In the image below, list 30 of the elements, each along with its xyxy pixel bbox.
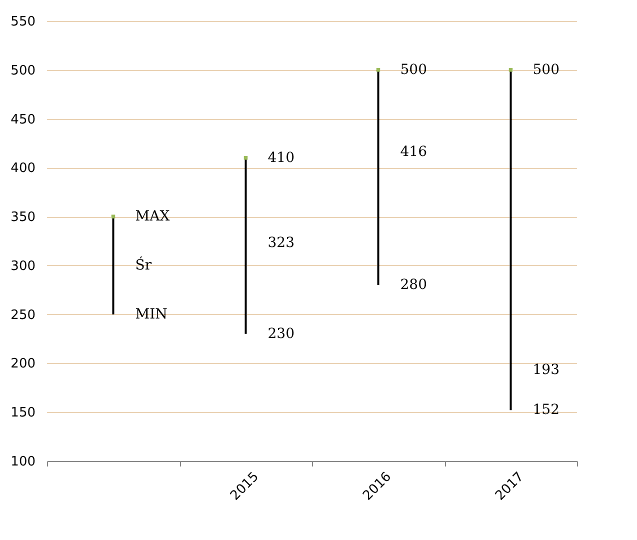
annotation: 323 <box>268 234 294 251</box>
annotation: MIN <box>135 306 168 322</box>
y-tick-label: 500 <box>10 63 36 78</box>
y-tick-label: 250 <box>10 308 36 323</box>
point <box>244 156 248 160</box>
point <box>508 68 513 72</box>
y-tick-label: 400 <box>10 161 36 176</box>
annotation: Śr <box>135 256 152 274</box>
annotation: 416 <box>400 144 428 160</box>
bar <box>112 216 114 314</box>
annotation: 500 <box>400 62 427 78</box>
y-tick-label: 100 <box>10 454 36 470</box>
annotation: 193 <box>532 362 560 378</box>
y-tick-label: 300 <box>10 258 36 274</box>
annotation: 152 <box>532 402 560 418</box>
annotation: 500 <box>532 62 560 78</box>
bar <box>510 70 512 410</box>
y-tick-label: 200 <box>10 356 36 372</box>
y-tick-label: 150 <box>10 406 36 421</box>
point <box>376 68 380 72</box>
annotation: MAX <box>135 208 170 225</box>
point <box>111 214 116 218</box>
annotation: 230 <box>268 326 294 342</box>
bar <box>377 70 380 285</box>
bar <box>244 158 247 334</box>
y-tick-label: 450 <box>10 112 36 128</box>
y-tick-label: 550 <box>10 14 36 30</box>
annotation: 280 <box>400 277 427 293</box>
y-tick-label: 350 <box>10 210 36 226</box>
annotation: 410 <box>268 150 294 166</box>
